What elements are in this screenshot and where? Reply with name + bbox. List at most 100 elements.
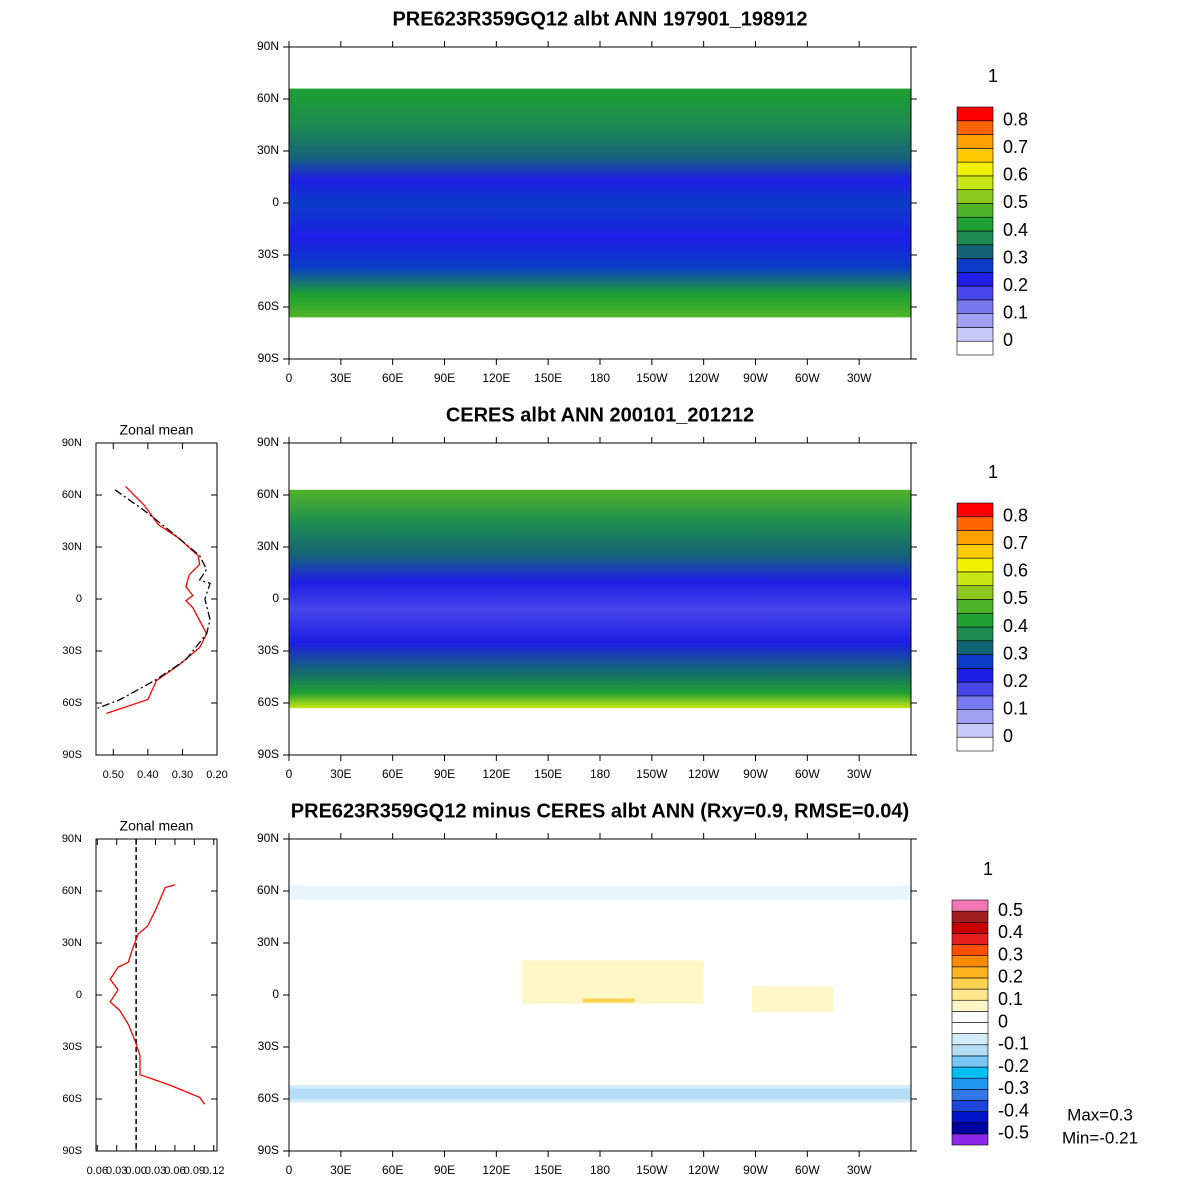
colorbar-box [956, 681, 994, 697]
colorbar-box [951, 988, 989, 1001]
x-tick-label: 150E [534, 1163, 562, 1177]
colorbar-label: 0.6 [1003, 165, 1028, 185]
colorbar-box [956, 148, 994, 163]
y-tick-label: 60N [257, 91, 279, 105]
colorbar-box [956, 203, 994, 218]
y-tick-label: 30S [258, 643, 279, 657]
x-tick-label: 150W [636, 371, 668, 385]
colorbar-title: 1 [983, 859, 993, 879]
colorbar-box [951, 977, 989, 990]
map-field [289, 885, 911, 900]
colorbar-label: -0.1 [998, 1034, 1029, 1054]
colorbar-box [956, 272, 994, 287]
colorbar-box [956, 161, 994, 177]
colorbar-label: -0.4 [998, 1100, 1029, 1120]
x-tick-label: 90E [434, 767, 455, 781]
colorbar-label: 0.2 [998, 967, 1023, 987]
colorbar-label: -0.3 [998, 1078, 1029, 1098]
chart-title: Zonal mean [120, 818, 194, 834]
colorbar-label: 0.2 [1003, 275, 1028, 295]
x-tick-label: 180 [590, 1163, 610, 1177]
colorbar-box [951, 921, 989, 934]
y-tick-label: 60S [62, 1093, 82, 1105]
y-tick-label: 90N [62, 437, 82, 449]
x-tick-label: 60E [382, 1163, 403, 1177]
x-tick-label: 30W [847, 767, 872, 781]
x-tick-label: 0 [286, 1163, 293, 1177]
x-tick-label: 0.06 [164, 1165, 185, 1177]
colorbar-box [951, 1122, 989, 1135]
colorbar-box [951, 955, 989, 968]
x-tick-label: 120E [482, 371, 510, 385]
y-tick-label: 90N [62, 833, 82, 845]
x-tick-label: 90W [743, 1163, 768, 1177]
colorbar-label: 0.1 [998, 989, 1023, 1009]
x-tick-label: 0 [286, 371, 293, 385]
colorbar-box [956, 723, 994, 738]
x-tick-label: 0 [286, 767, 293, 781]
colorbar-label: 0.3 [1003, 247, 1028, 267]
y-tick-label: 60N [257, 883, 279, 897]
colorbar-label: 0.8 [1003, 110, 1028, 130]
x-tick-label: 30W [847, 371, 872, 385]
colorbar-box [956, 544, 994, 559]
y-tick-label: 90S [62, 1145, 82, 1157]
x-tick-label: 150W [636, 1163, 668, 1177]
colorbar-label: 0.3 [1003, 643, 1028, 663]
x-tick-label: 150W [636, 767, 668, 781]
y-tick-label: 90N [257, 831, 279, 845]
x-tick-label: 0.30 [172, 769, 193, 781]
colorbar-label: 0.2 [1003, 671, 1028, 691]
colorbar-box [956, 106, 994, 122]
x-tick-label: 120E [482, 1163, 510, 1177]
colorbar-box [956, 571, 994, 586]
colorbar-box [956, 640, 994, 655]
colorbar-box [956, 736, 994, 752]
colorbar-label: 0.7 [1003, 137, 1028, 157]
x-tick-label: 0.03 [145, 1165, 166, 1177]
x-tick-label: 0.20 [206, 769, 227, 781]
colorbar-box [956, 230, 994, 246]
y-tick-label: 0 [76, 989, 82, 1001]
colorbar-box [951, 910, 989, 923]
colorbar-label: 0 [1003, 330, 1013, 350]
annotation: Max=0.3 [1067, 1105, 1133, 1124]
colorbar-box [956, 585, 994, 600]
x-tick-label: 0.00 [125, 1165, 146, 1177]
x-tick-label: 120W [688, 371, 720, 385]
colorbar-box [951, 1100, 989, 1112]
colorbar-label: 0.5 [1003, 192, 1028, 212]
map-field [289, 88, 911, 318]
x-tick-label: 120E [482, 767, 510, 781]
x-tick-label: 90E [434, 1163, 455, 1177]
colorbar-box [956, 175, 994, 190]
y-tick-label: 30N [257, 935, 279, 949]
colorbar-box [951, 944, 989, 956]
y-tick-label: 90S [62, 749, 82, 761]
colorbar-label: 0.5 [1003, 588, 1028, 608]
y-tick-label: 30N [62, 937, 82, 949]
chart-title: PRE623R359GQ12 minus CERES albt ANN (Rxy… [291, 800, 909, 822]
y-tick-label: 30S [258, 1039, 279, 1053]
colorbar-box [956, 626, 994, 642]
colorbar-label: 0.6 [1003, 561, 1028, 581]
zonal-line [97, 489, 211, 709]
y-tick-label: 60S [258, 695, 279, 709]
colorbar-box [951, 1022, 989, 1034]
colorbar-box [956, 502, 994, 518]
colorbar-box [951, 1089, 989, 1101]
colorbar-box [956, 695, 994, 710]
y-tick-label: 0 [272, 591, 279, 605]
colorbar-box [956, 654, 994, 669]
colorbar-label: 0.3 [998, 944, 1023, 964]
x-tick-label: 180 [590, 767, 610, 781]
colorbar-title: 1 [988, 462, 998, 482]
y-tick-label: 90S [258, 747, 279, 761]
x-tick-label: 0.40 [137, 769, 158, 781]
colorbar-box [951, 999, 989, 1012]
colorbar-box [951, 1033, 989, 1046]
map-field [289, 1088, 911, 1099]
y-tick-label: 0 [272, 987, 279, 1001]
colorbar-box [951, 933, 989, 945]
